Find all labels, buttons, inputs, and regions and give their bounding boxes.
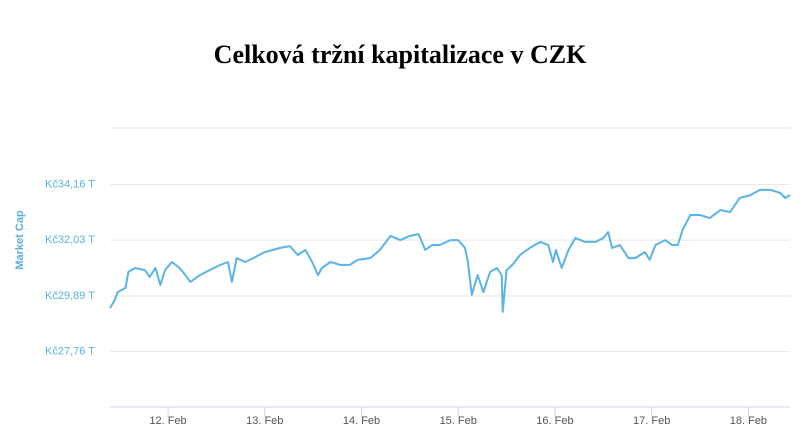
y-tick-label: Kč32,03 T xyxy=(45,234,95,246)
x-tick-label: 16. Feb xyxy=(536,415,573,427)
x-tick-label: 18. Feb xyxy=(730,415,767,427)
y-tick-label: Kč27,76 T xyxy=(45,346,95,358)
x-tick-label: 12. Feb xyxy=(149,415,186,427)
y-tick-label: Kč29,89 T xyxy=(45,290,95,302)
y-tick-label: Kč34,16 T xyxy=(45,178,95,190)
line xyxy=(109,188,791,313)
x-tick-label: 17. Feb xyxy=(633,415,670,427)
x-tick-label: 14. Feb xyxy=(343,415,380,427)
chart-title: Celková tržní kapitalizace v CZK xyxy=(214,40,587,69)
y-axis-title: Market Cap xyxy=(14,210,26,270)
x-tick-label: 15. Feb xyxy=(440,415,477,427)
x-tick-label: 13. Feb xyxy=(246,415,283,427)
